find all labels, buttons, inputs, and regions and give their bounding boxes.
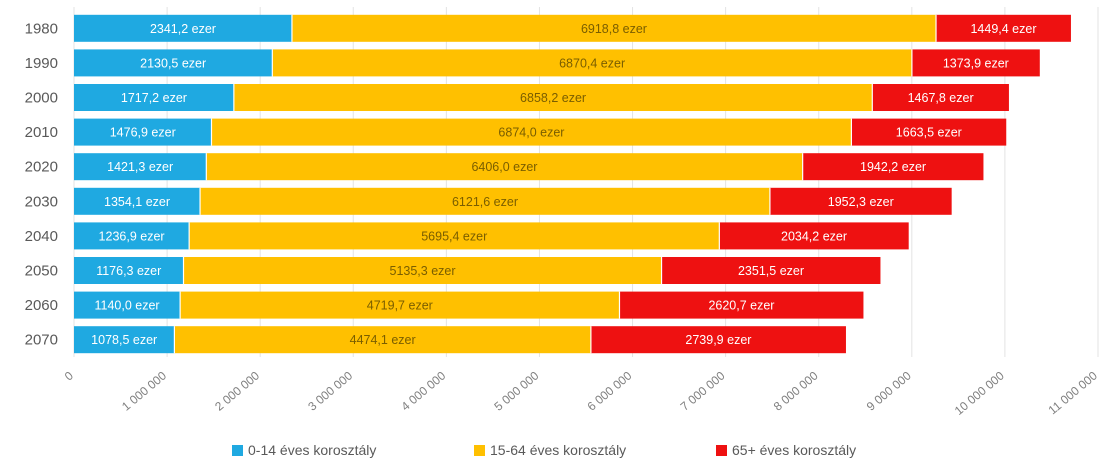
year-label: 2020 (25, 159, 58, 176)
bar-segment (851, 118, 1007, 146)
legend-label: 65+ éves korosztály (732, 442, 856, 458)
year-label: 2070 (25, 332, 58, 349)
label-layer: 2341,2 ezer 6918,8 ezer 1449,4 ezer 2130,5 … (91, 22, 1036, 347)
bar-segment (719, 222, 909, 250)
data-label: 6874,0 ezer (498, 126, 564, 140)
year-label: 2030 (25, 193, 58, 210)
value-axis: 0 1 000 000 2 000 000 3 000 000 4 000 000 5 0… (62, 368, 1100, 418)
bar-segment (911, 49, 1040, 77)
bar-segment (619, 291, 864, 319)
bar-segment (291, 14, 937, 42)
year-label: 2050 (25, 263, 58, 280)
bar-segment (936, 14, 1071, 42)
bar-segment (174, 326, 591, 354)
data-label: 2739,9 ezer (685, 333, 751, 347)
year-label: 2010 (25, 124, 58, 141)
bar-segment (272, 49, 912, 77)
data-label: 1942,2 ezer (860, 160, 926, 174)
bar-segment (74, 118, 212, 146)
year-label: 1980 (25, 20, 58, 37)
data-label: 2034,2 ezer (781, 229, 847, 243)
data-label: 1476,9 ezer (110, 126, 176, 140)
bar-segment (74, 291, 181, 319)
data-label: 6918,8 ezer (581, 22, 647, 36)
bar-segment (183, 257, 662, 284)
data-label: 6870,4 ezer (559, 56, 625, 70)
data-label: 2620,7 ezer (708, 299, 774, 313)
data-label: 1663,5 ezer (896, 126, 962, 140)
legend-label: 0-14 éves korosztály (248, 442, 376, 458)
x-tick-label: 11 000 000 (1046, 368, 1101, 417)
year-label: 2040 (25, 228, 58, 245)
x-tick-label: 2 000 000 (212, 368, 262, 413)
bar-segment (802, 153, 984, 181)
bar-segment (872, 84, 1009, 111)
data-label: 5135,3 ezer (390, 264, 456, 278)
legend-swatch (474, 445, 485, 456)
bar-segment (74, 222, 190, 250)
x-tick-label: 7 000 000 (678, 368, 728, 413)
x-tick-label: 3 000 000 (305, 368, 355, 413)
year-label: 1990 (25, 55, 58, 72)
bar-segment (74, 326, 175, 354)
x-tick-label: 4 000 000 (398, 368, 448, 413)
data-label: 6858,2 ezer (520, 91, 586, 105)
year-label: 2060 (25, 297, 58, 314)
bar-segment (206, 153, 803, 181)
data-label: 6121,6 ezer (452, 195, 518, 209)
data-label: 1373,9 ezer (943, 56, 1009, 70)
x-tick-label: 6 000 000 (585, 368, 635, 413)
bar-segment (74, 153, 207, 181)
data-label: 4719,7 ezer (367, 299, 433, 313)
bar-layer (74, 14, 1071, 354)
bar-segment (74, 49, 273, 77)
x-tick-label: 5 000 000 (491, 368, 541, 413)
bar-segment (74, 187, 201, 215)
data-label: 2351,5 ezer (738, 264, 804, 278)
x-tick-label: 10 000 000 (952, 368, 1007, 418)
bar-segment (211, 118, 852, 146)
data-label: 1078,5 ezer (91, 333, 157, 347)
year-label: 2000 (25, 90, 58, 107)
bar-segment (189, 222, 720, 250)
data-label: 2130,5 ezer (140, 56, 206, 70)
legend-swatch (232, 445, 243, 456)
data-label: 1467,8 ezer (908, 91, 974, 105)
data-label: 1236,9 ezer (99, 229, 165, 243)
bar-segment (200, 187, 770, 215)
bar-segment (661, 257, 881, 284)
data-label: 1140,0 ezer (95, 299, 160, 313)
data-label: 2341,2 ezer (150, 22, 216, 36)
data-label: 4474,1 ezer (350, 333, 416, 347)
data-label: 1952,3 ezer (828, 195, 894, 209)
data-label: 1449,4 ezer (970, 22, 1036, 36)
legend-swatch (716, 445, 727, 456)
bar-segment (74, 14, 292, 42)
bar-segment (74, 84, 234, 111)
x-tick-label: 9 000 000 (864, 368, 914, 413)
bar-segment (590, 326, 846, 354)
legend-label: 15-64 éves korosztály (490, 442, 626, 458)
data-label: 6406,0 ezer (471, 160, 537, 174)
legend: 0-14 éves korosztály 15-64 éves korosztál… (232, 442, 856, 458)
bar-segment (769, 187, 952, 215)
bar-segment (74, 257, 184, 284)
x-tick-label: 0 (62, 368, 76, 383)
data-label: 1717,2 ezer (121, 91, 187, 105)
bar-segment (180, 291, 620, 319)
x-tick-label: 8 000 000 (771, 368, 821, 413)
data-label: 1354,1 ezer (104, 195, 170, 209)
data-label: 1421,3 ezer (107, 160, 173, 174)
bar-segment (233, 84, 873, 111)
x-tick-label: 1 000 000 (119, 368, 169, 413)
data-label: 5695,4 ezer (421, 229, 487, 243)
data-label: 1176,3 ezer (96, 264, 161, 278)
category-axis: 1980 1990 2000 2010 2020 2030 2040 2050 2060 2070 (25, 20, 58, 348)
